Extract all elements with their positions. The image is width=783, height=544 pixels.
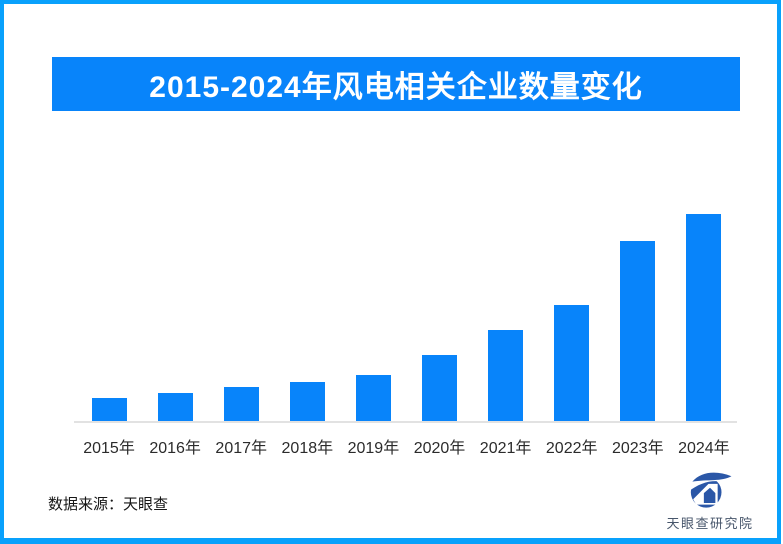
- bar-column: [473, 199, 539, 421]
- data-source-label: 数据来源：天眼查: [48, 496, 169, 513]
- bar-column: [539, 199, 605, 421]
- bar-column: [605, 199, 671, 421]
- x-axis-label: 2016年: [149, 440, 201, 457]
- bar-column: [340, 199, 406, 421]
- x-axis-label: 2021年: [479, 440, 532, 457]
- bar-2017年: [223, 387, 259, 421]
- bar-2019年: [355, 375, 391, 421]
- bar-2020年: [422, 355, 458, 421]
- chart-title: 2015-2024年风电相关企业数量变化: [149, 71, 643, 104]
- bar-column: [76, 199, 142, 421]
- x-axis-label: 2020年: [413, 440, 466, 457]
- bar-column: [274, 199, 340, 421]
- chart-title-banner: 2015-2024年风电相关企业数量变化: [52, 57, 740, 111]
- x-axis-label: 2017年: [215, 440, 268, 457]
- bar-column: [406, 199, 472, 421]
- bar-column: [142, 199, 208, 421]
- x-axis-label: 2015年: [83, 440, 135, 457]
- bar-2018年: [289, 382, 325, 421]
- bar-2024年: [686, 214, 722, 421]
- bar-2023年: [620, 241, 656, 421]
- bar-2022年: [554, 305, 590, 421]
- tianyancha-logo: 天眼查研究院: [660, 470, 760, 532]
- x-axis-label: 2023年: [611, 440, 664, 457]
- bar-2016年: [157, 393, 193, 421]
- bar-2015年: [91, 398, 127, 421]
- bar-column: [671, 199, 737, 421]
- x-axis-line: [74, 421, 737, 423]
- x-axis-label: 2022年: [545, 440, 598, 457]
- x-axis-label: 2019年: [347, 440, 400, 457]
- tianyancha-logo-text: 天眼查研究院: [666, 516, 754, 531]
- tianyancha-eye-icon: [688, 472, 733, 508]
- bar-column: [208, 199, 274, 421]
- x-axis-label: 2024年: [678, 440, 730, 457]
- bar-chart: [76, 199, 737, 421]
- x-axis-label: 2018年: [281, 440, 334, 457]
- x-axis-labels: 2015年 2016年 2017年 2018年 2019年 2020年 2021年 2022年…: [76, 434, 737, 458]
- bar-2021年: [488, 330, 524, 421]
